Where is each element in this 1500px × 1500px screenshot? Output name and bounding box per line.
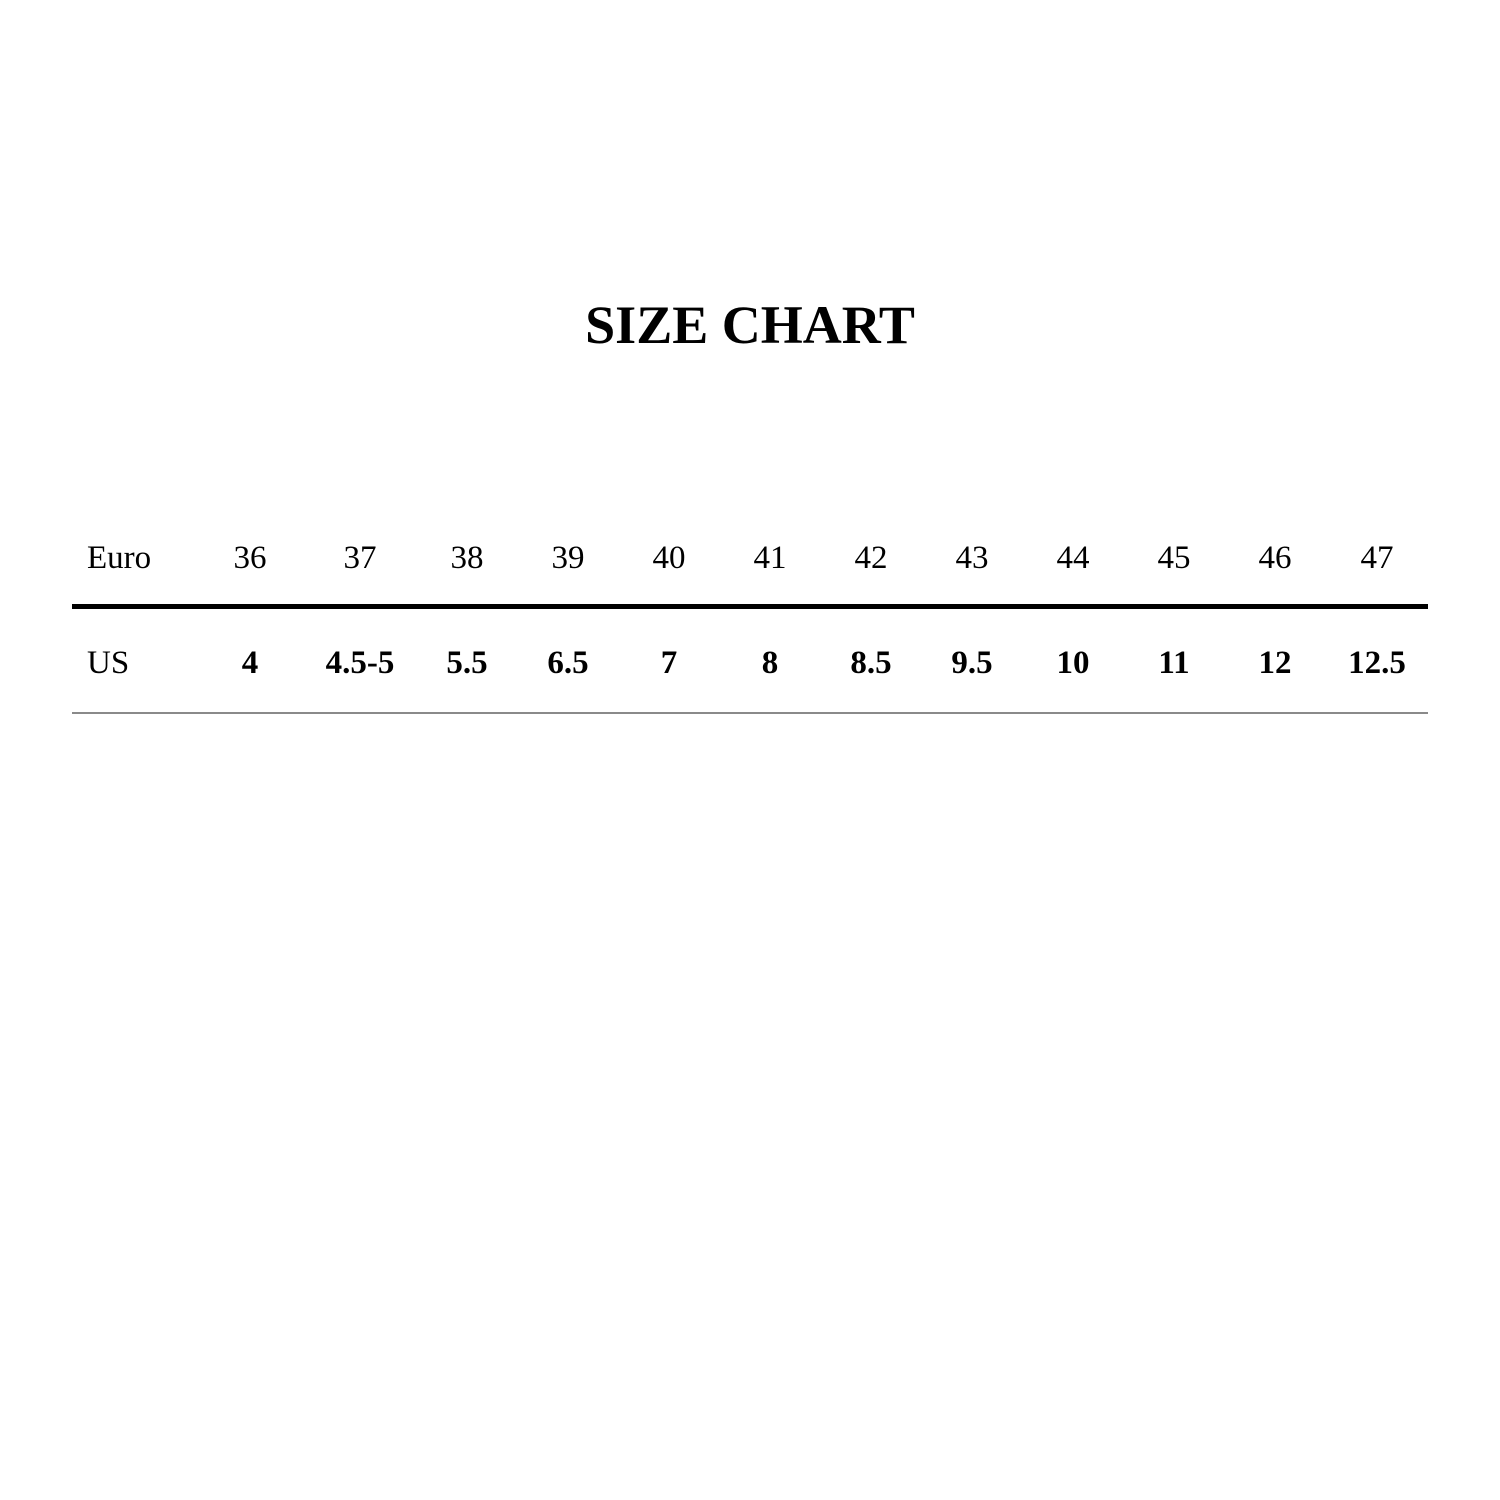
row-label-euro: Euro (87, 540, 152, 576)
us-size-cell: 7 (660, 645, 678, 681)
us-size-cell: 5.5 (446, 645, 488, 681)
us-size-row: US 4 4.5-5 5.5 6.5 7 8 8.5 9.5 10 11 12 12.5 (0, 638, 1500, 688)
euro-size-cell: 43 (955, 540, 989, 576)
us-size-cell: 6.5 (547, 645, 589, 681)
page-title: SIZE CHART (585, 295, 915, 355)
euro-size-cell: 41 (753, 540, 787, 576)
euro-size-cell: 37 (343, 540, 377, 576)
us-size-cell: 4 (241, 645, 259, 681)
euro-size-cell: 39 (551, 540, 585, 576)
euro-size-cell: 38 (450, 540, 484, 576)
us-size-cell: 10 (1056, 645, 1090, 681)
euro-size-cell: 40 (652, 540, 686, 576)
euro-size-cell: 42 (854, 540, 888, 576)
us-size-cell: 11 (1158, 645, 1190, 681)
euro-size-row: Euro 36 37 38 39 40 41 42 43 44 45 46 47 (0, 533, 1500, 583)
header-divider (72, 604, 1428, 609)
us-size-cell: 8 (761, 645, 779, 681)
euro-size-cell: 45 (1157, 540, 1191, 576)
euro-size-cell: 36 (233, 540, 267, 576)
euro-size-cell: 46 (1258, 540, 1292, 576)
us-size-cell: 4.5-5 (325, 645, 395, 681)
row-label-us: US (87, 645, 130, 681)
us-size-cell: 12 (1258, 645, 1292, 681)
us-size-cell: 8.5 (850, 645, 892, 681)
euro-size-cell: 47 (1360, 540, 1394, 576)
us-size-cell: 12.5 (1348, 645, 1406, 681)
euro-size-cell: 44 (1056, 540, 1090, 576)
us-size-cell: 9.5 (951, 645, 993, 681)
bottom-divider (72, 712, 1428, 714)
